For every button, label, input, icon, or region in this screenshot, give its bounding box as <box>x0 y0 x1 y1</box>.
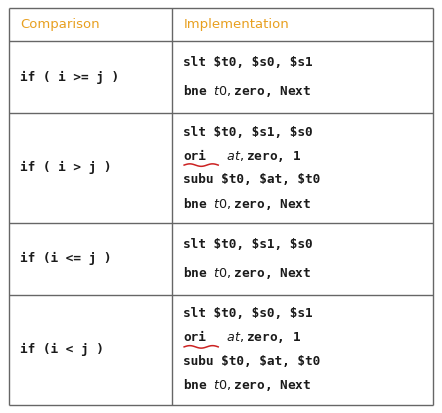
Text: Implementation: Implementation <box>183 18 289 31</box>
Text: subu $t0, $at, $t0: subu $t0, $at, $t0 <box>183 173 320 186</box>
Text: if ( i > j ): if ( i > j ) <box>20 161 111 174</box>
Text: subu $t0, $at, $t0: subu $t0, $at, $t0 <box>183 355 320 368</box>
Text: if ( i >= j ): if ( i >= j ) <box>20 71 119 83</box>
Text: slt $t0, $s1, $s0: slt $t0, $s1, $s0 <box>183 238 313 251</box>
Text: bne $t0, $zero, Next: bne $t0, $zero, Next <box>183 377 312 394</box>
Text: if (i < j ): if (i < j ) <box>20 343 104 356</box>
Text: slt $t0, $s1, $s0: slt $t0, $s1, $s0 <box>183 126 313 139</box>
Text: ori: ori <box>183 150 206 162</box>
Text: slt $t0, $s0, $s1: slt $t0, $s0, $s1 <box>183 56 313 69</box>
Text: slt $t0, $s0, $s1: slt $t0, $s0, $s1 <box>183 308 313 320</box>
Text: bne $t0, $zero, Next: bne $t0, $zero, Next <box>183 196 312 211</box>
Text: Comparison: Comparison <box>20 18 99 31</box>
Text: $at, $zero, 1: $at, $zero, 1 <box>219 330 301 345</box>
Text: ori: ori <box>183 331 206 344</box>
Text: bne $t0, $zero, Next: bne $t0, $zero, Next <box>183 265 312 281</box>
Text: if (i <= j ): if (i <= j ) <box>20 252 111 265</box>
Text: bne $t0, $zero, Next: bne $t0, $zero, Next <box>183 83 312 99</box>
Text: $at, $zero, 1: $at, $zero, 1 <box>219 149 301 164</box>
